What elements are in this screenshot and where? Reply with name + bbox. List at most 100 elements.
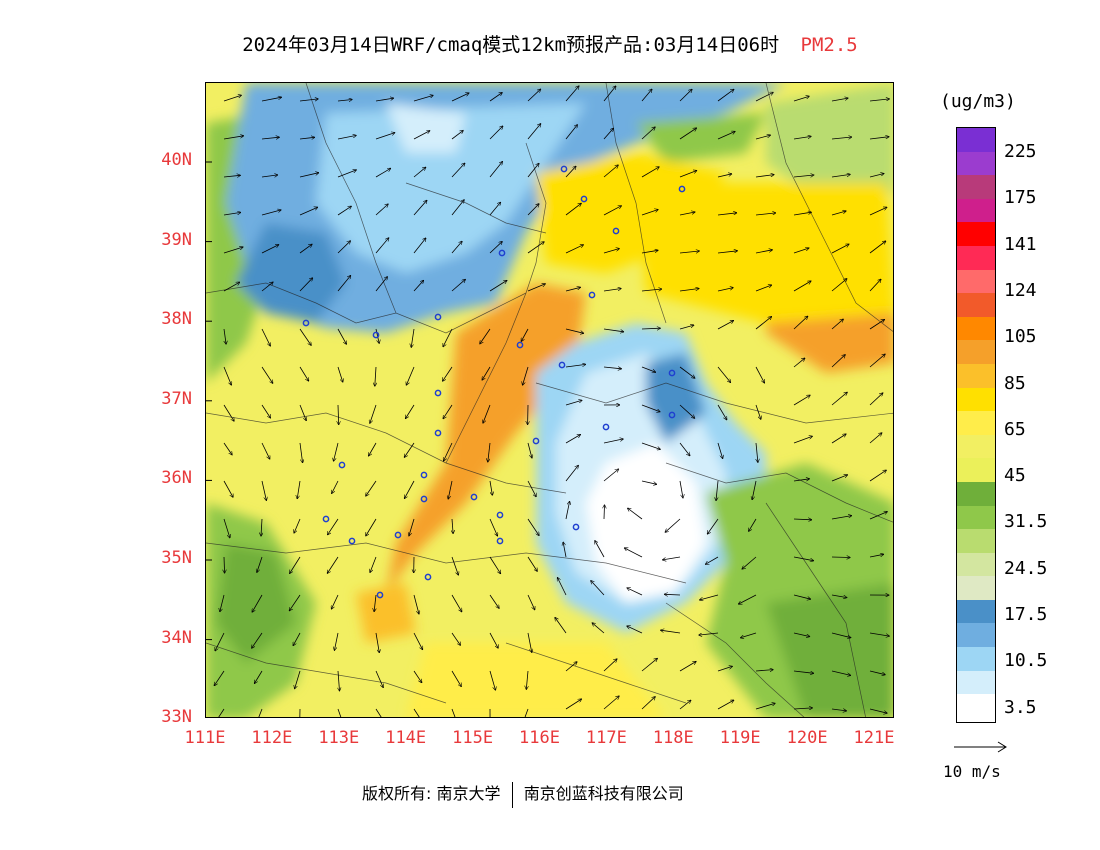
wind-arrow <box>565 435 581 444</box>
wind-arrow <box>215 632 225 651</box>
wind-arrow <box>641 697 655 710</box>
wind-arrow <box>489 93 502 102</box>
wind-arrow <box>831 319 843 330</box>
map-title: 2024年03月14日WRF/cmaq模式12km预报产品:03月14日06时 … <box>0 30 1100 57</box>
wind-arrow <box>452 518 453 534</box>
wind-arrow <box>527 556 537 571</box>
city-marker <box>516 341 524 349</box>
wind-arrow <box>489 670 496 690</box>
wind-arrow <box>224 556 225 573</box>
wind-arrow <box>869 632 889 636</box>
wind-arrow <box>717 442 723 459</box>
wind-arrow <box>370 556 377 573</box>
city-marker <box>602 423 610 431</box>
wind-arrow <box>663 556 681 560</box>
wind-arrow <box>717 366 731 383</box>
wind-arrow <box>831 594 847 598</box>
wind-arrow <box>404 480 415 499</box>
wind-arrow <box>793 519 812 520</box>
wind-arrow <box>338 404 339 425</box>
wind-arrow <box>603 367 622 369</box>
copyright-prefix: 版权所有: <box>362 784 432 803</box>
wind-arrow <box>332 480 339 494</box>
wind-arrow <box>627 588 643 596</box>
wind-arrow <box>793 281 811 292</box>
wind-arrow <box>565 364 586 368</box>
lon-label: 118E <box>652 728 694 748</box>
colorbar <box>956 127 996 723</box>
wind-arrow <box>223 366 231 385</box>
copyright-org1: 南京大学 <box>436 784 501 803</box>
wind-arrow <box>738 594 757 604</box>
wind-arrow <box>443 404 453 419</box>
wind-arrow <box>482 366 491 380</box>
wind-arrow <box>793 632 810 637</box>
wind-arrow <box>717 666 732 672</box>
wind-arrow <box>869 207 887 216</box>
wind-arrow <box>603 469 619 482</box>
wind-arrow <box>223 247 243 254</box>
colorbar-segment <box>957 387 995 412</box>
city-marker <box>434 313 442 321</box>
wind-arrow <box>483 404 491 423</box>
lat-label: 35N <box>161 548 192 568</box>
colorbar-segment <box>957 529 995 553</box>
colorbar-label: 10.5 <box>1004 650 1048 672</box>
colorbar-label: 124 <box>1004 279 1037 301</box>
wind-arrow <box>595 541 605 558</box>
pm25-map[interactable] <box>205 82 894 718</box>
city-marker <box>348 537 356 545</box>
wind-arrow <box>411 328 415 347</box>
wind-arrow <box>375 168 391 178</box>
wind-arrow <box>793 316 808 330</box>
wind-arrow <box>261 480 266 501</box>
wind-arrow <box>717 251 738 254</box>
wind-arrow <box>375 98 394 102</box>
wind-arrow <box>705 556 719 564</box>
wind-arrow <box>869 670 885 675</box>
lat-label: 36N <box>161 468 192 489</box>
wind-arrow <box>261 210 281 216</box>
wind-arrow <box>793 136 811 140</box>
wind-arrow <box>523 366 529 385</box>
wind-arrow <box>334 442 339 461</box>
wind-arrow <box>831 279 847 292</box>
wind-arrow <box>869 320 885 330</box>
wind-arrow <box>290 556 301 574</box>
wind-arrow <box>223 212 241 216</box>
wind-arrow <box>679 442 690 456</box>
lat-label: 38N <box>161 309 192 330</box>
wind-arrow <box>679 128 697 140</box>
lat-label: 34N <box>161 627 192 648</box>
wind-arrow <box>334 632 339 650</box>
wind-arrow <box>413 280 424 292</box>
wind-arrow <box>337 135 356 140</box>
wind-arrow <box>369 442 377 456</box>
lon-label: 117E <box>585 728 627 748</box>
wind-arrow <box>755 135 771 140</box>
wind-arrow <box>375 366 376 386</box>
wind-arrow <box>299 366 309 381</box>
wind-arrow <box>375 277 388 292</box>
wind-arrow <box>451 163 465 178</box>
city-marker <box>496 511 504 519</box>
lat-ticks <box>206 161 212 641</box>
wind-arrow <box>755 317 772 330</box>
wind-arrow <box>831 557 850 558</box>
wind-arrow <box>293 632 301 646</box>
wind-arrow <box>624 548 643 558</box>
wind-arrow <box>327 556 339 573</box>
wind-arrow <box>679 212 695 216</box>
colorbar-segment <box>957 694 995 718</box>
colorbar-segment <box>957 151 995 176</box>
colorbar-label: 65 <box>1004 418 1026 440</box>
colorbar-label: 3.5 <box>1004 696 1037 718</box>
wind-arrow <box>565 287 581 292</box>
wind-arrow <box>869 174 884 178</box>
wind-arrow <box>755 175 774 178</box>
wind-arrow <box>565 203 581 216</box>
wind-arrow <box>299 137 315 139</box>
city-marker <box>588 291 596 299</box>
wind-arrow <box>641 366 656 372</box>
wind-arrow <box>707 518 719 534</box>
